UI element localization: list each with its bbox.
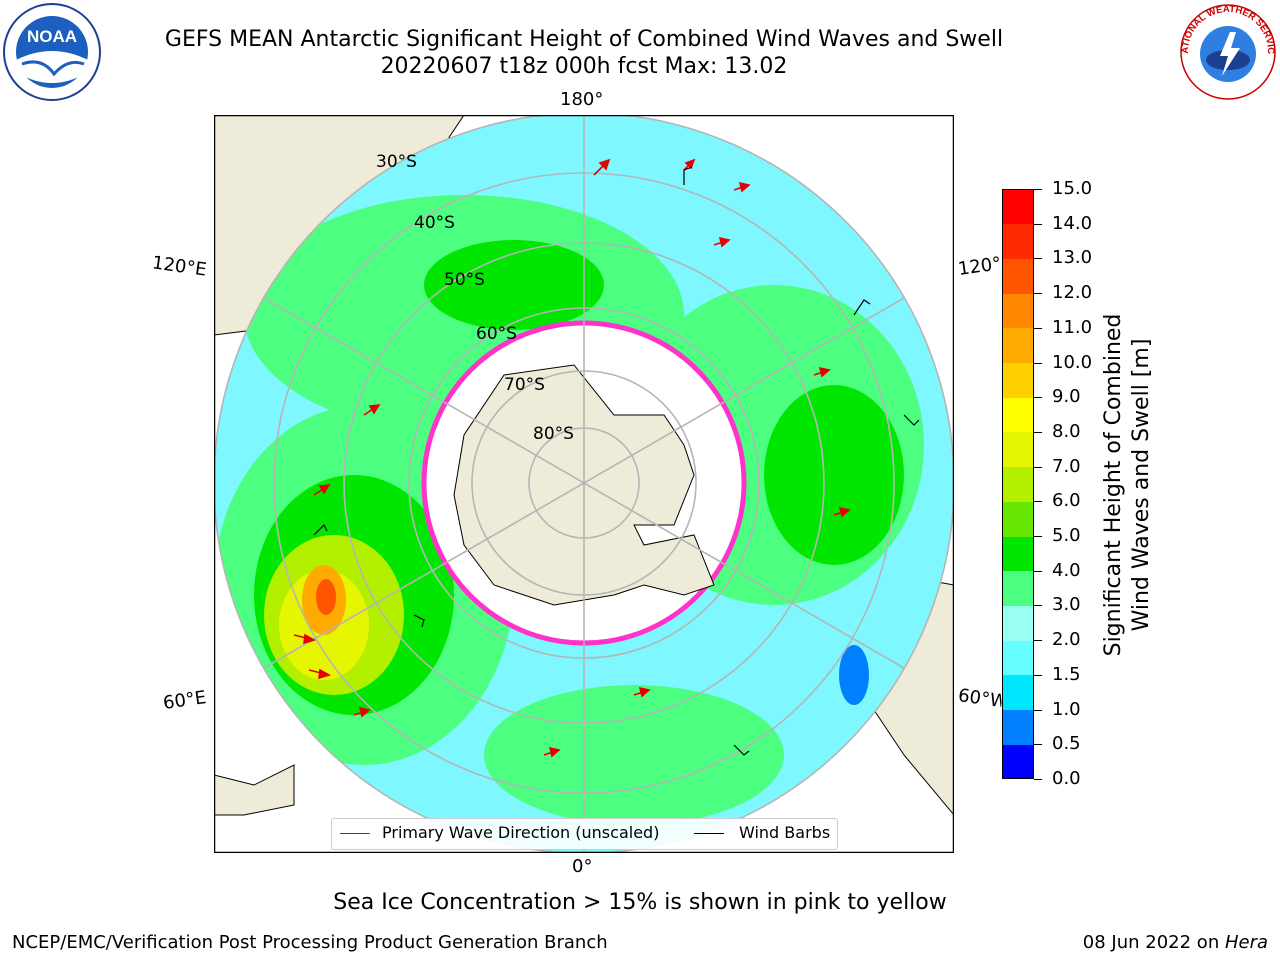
lat-label-80s: 80°S [533,424,574,444]
footer-date-text: 08 Jun 2022 on [1082,932,1225,953]
colorbar-tick-mark [1034,640,1042,642]
colorbar-tick-label: 9.0 [1052,386,1081,408]
colorbar-tick-mark [1034,744,1042,746]
polar-map [214,115,954,853]
colorbar-tick-mark [1034,605,1042,607]
colorbar-swatch [1002,362,1034,398]
colorbar-tick-label: 1.5 [1052,663,1081,685]
colorbar-tick-mark [1034,293,1042,295]
colorbar-swatch [1002,258,1034,294]
colorbar-tick-label: 0.5 [1052,733,1081,755]
colorbar-tick-label: 11.0 [1052,316,1093,338]
sea-ice-note: Sea Ice Concentration > 15% is shown in … [333,890,947,915]
chart-subtitle: 20220607 t18z 000h fcst Max: 13.02 [380,54,788,79]
colorbar-tick-mark [1034,674,1042,676]
colorbar-tick-mark [1034,189,1042,190]
colorbar-swatch [1002,640,1034,676]
colorbar-swatch [1002,709,1034,745]
colorbar-swatch [1002,674,1034,711]
footer-host: Hera [1224,932,1268,953]
colorbar-swatch [1002,397,1034,433]
lon-label-180: 180° [560,89,604,110]
colorbar-tick-label: 3.0 [1052,594,1081,616]
colorbar-tick-label: 15.0 [1052,178,1093,199]
lon-label-60e: 60°E [161,687,208,714]
colorbar-tick-label: 4.0 [1052,559,1081,581]
colorbar-tick-mark [1034,709,1042,711]
lat-label-30s: 30°S [376,152,417,172]
footer-date: 08 Jun 2022 on Hera [1083,932,1268,953]
colorbar-tick-label: 2.0 [1052,629,1081,651]
colorbar-tick-label: 12.0 [1052,282,1093,304]
wind-barb-swatch [694,833,724,834]
nws-logo: NATIONAL WEATHER SERVICE [1178,2,1276,100]
lon-label-0: 0° [572,856,593,877]
colorbar-tick-mark [1034,570,1042,572]
colorbar-swatch [1002,431,1034,468]
colorbar-tick-mark [1034,536,1042,538]
colorbar-tick-label: 1.0 [1052,698,1081,720]
colorbar-swatch [1002,536,1034,572]
map-legend: Primary Wave Direction (unscaled) Wind B… [331,818,838,850]
lon-label-60w: 60°W [956,685,1004,712]
colorbar-tick-label: 7.0 [1052,455,1081,477]
colorbar-tick-mark [1034,258,1042,260]
chart-title: GEFS MEAN Antarctic Significant Height o… [164,27,1004,52]
lat-label-50s: 50°S [444,270,485,290]
lat-label-70s: 70°S [504,375,545,395]
colorbar-tick-mark [1034,327,1042,329]
colorbar-tick-label: 8.0 [1052,420,1081,442]
noaa-logo-text: NOAA [27,27,77,46]
legend-wind-barbs: Wind Barbs [739,823,831,842]
africa-land [214,764,295,816]
colorbar-tick-label: 14.0 [1052,212,1093,234]
colorbar [1002,189,1034,780]
colorbar-label-line1: Significant Height of Combined [1101,313,1126,657]
colorbar-swatch [1002,501,1034,537]
colorbar-swatch [1002,293,1034,329]
primary-wave-swatch [340,833,370,834]
colorbar-border [1002,189,1034,779]
colorbar-swatch [1002,744,1034,780]
colorbar-swatch [1002,223,1034,259]
colorbar-swatch [1002,570,1034,606]
lat-label-40s: 40°S [414,213,455,233]
footer-branch: NCEP/EMC/Verification Post Processing Pr… [12,932,608,953]
colorbar-tick-mark [1034,362,1042,364]
colorbar-swatch [1002,327,1034,364]
colorbar-tick-mark [1034,223,1042,225]
colorbar-tick-mark [1034,501,1042,503]
colorbar-tick-label: 13.0 [1052,247,1093,269]
noaa-logo: NOAA [3,3,101,101]
colorbar-tick-mark [1034,397,1042,399]
colorbar-tick-mark [1034,431,1042,433]
colorbar-swatch [1002,605,1034,641]
legend-primary-wave: Primary Wave Direction (unscaled) [382,823,660,842]
colorbar-swatch [1002,189,1034,225]
colorbar-tick-mark [1034,779,1042,780]
colorbar-tick-mark [1034,466,1042,468]
colorbar-label-line2: Wind Waves and Swell [m] [1129,338,1154,632]
lon-label-120w: 120°W [956,253,1004,280]
colorbar-tick-label: 0.0 [1052,768,1081,789]
colorbar-swatch [1002,466,1034,502]
colorbar-tick-label: 5.0 [1052,525,1081,547]
lon-label-120e: 120°E [150,252,208,281]
lat-label-60s: 60°S [476,324,517,344]
colorbar-tick-label: 6.0 [1052,490,1081,512]
colorbar-label: Significant Height of Combined Wind Wave… [1100,314,1156,657]
colorbar-tick-label: 10.0 [1052,351,1093,373]
